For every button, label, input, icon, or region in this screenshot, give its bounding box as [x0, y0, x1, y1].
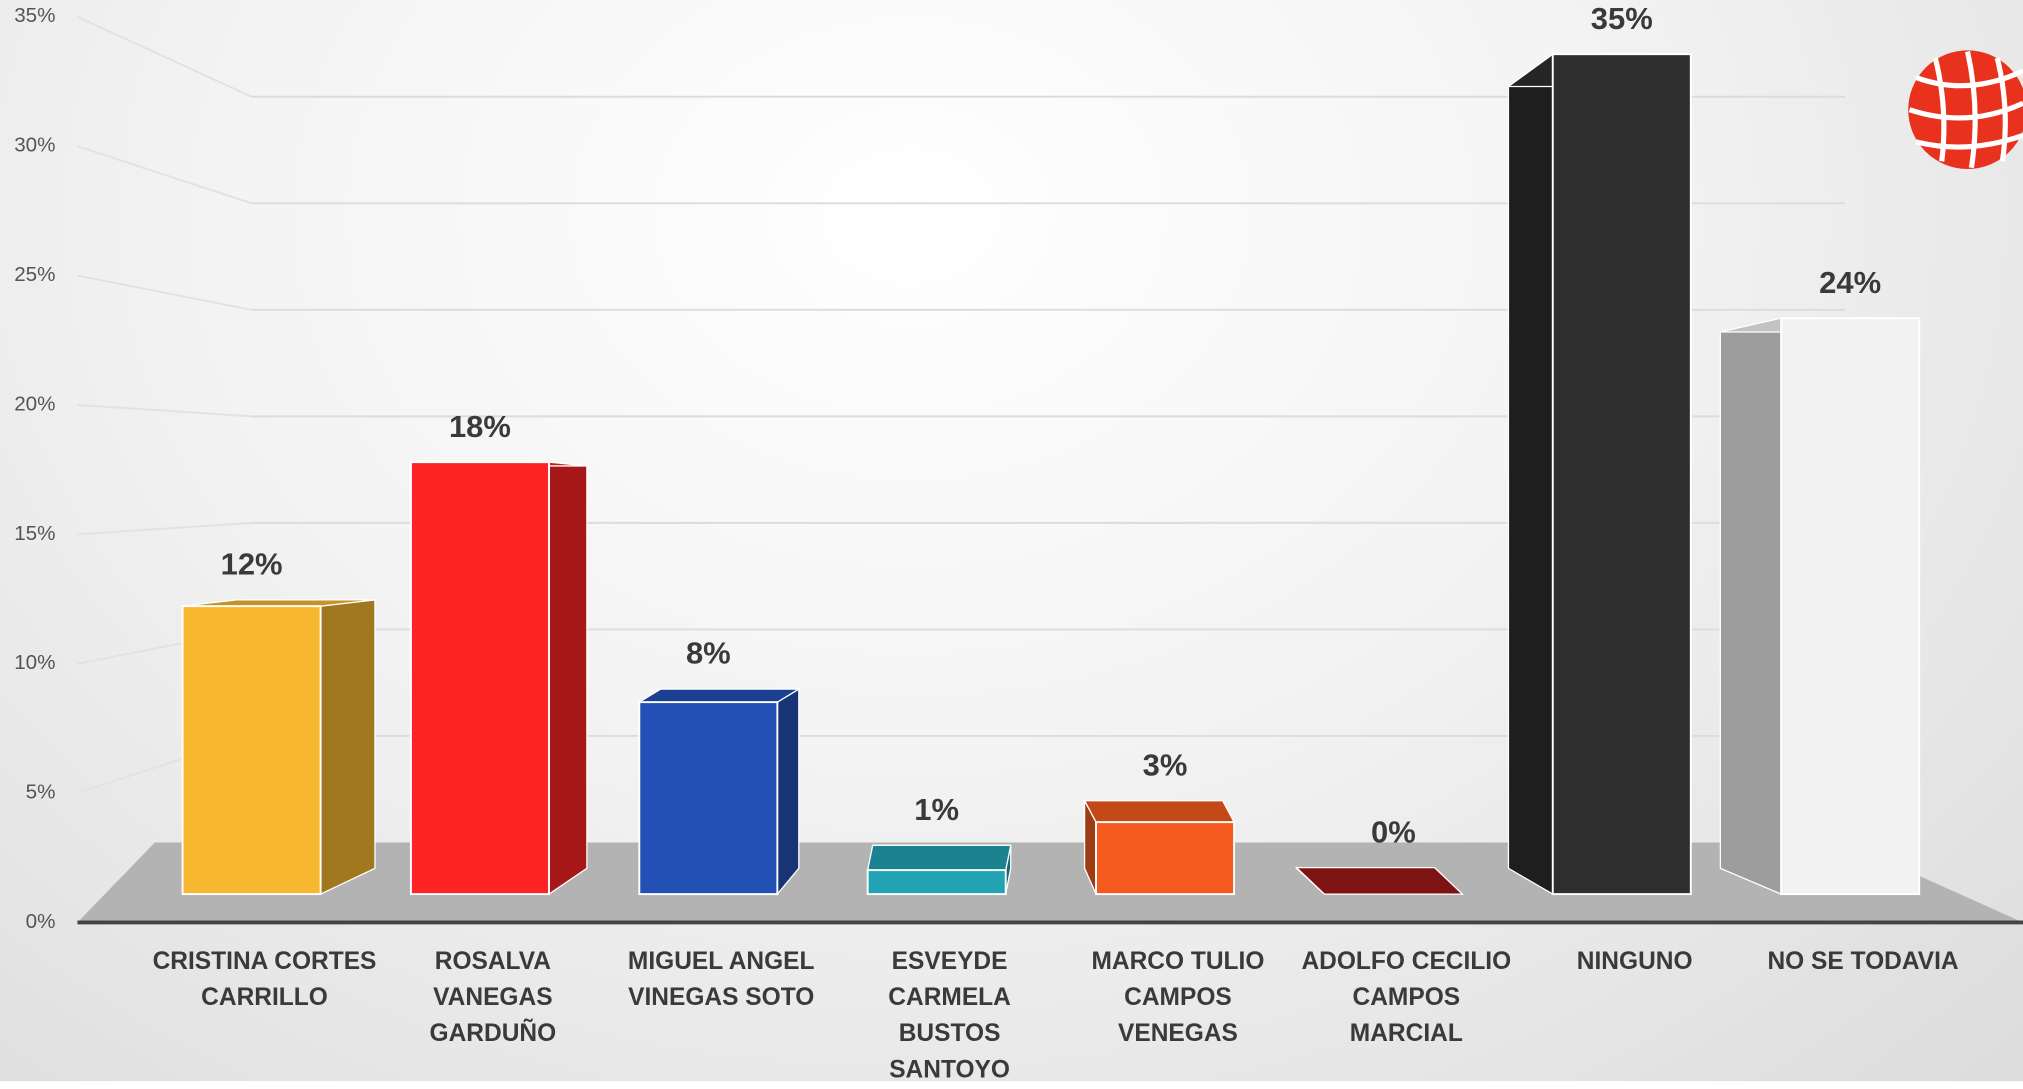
x-tick-label: CRISTINA CORTES CARRILLO	[152, 948, 377, 1012]
bar-side	[319, 599, 376, 896]
value-label: 3%	[1143, 747, 1188, 782]
grid-line	[77, 145, 252, 205]
value-label: 35%	[1591, 1, 1653, 36]
x-tick-label: MIGUEL ANGEL VINEGAS SOTO	[627, 948, 815, 1012]
value-label: 0%	[1371, 814, 1416, 849]
grid-line	[77, 15, 252, 98]
value-label: 8%	[686, 636, 731, 671]
bar	[1780, 317, 1921, 896]
value-label: 12%	[221, 546, 283, 581]
bar	[866, 869, 1007, 896]
x-tick-label: ROSALVA VANEGAS GARDUÑO	[429, 948, 557, 1048]
x-tick-label: MARCO TULIO CAMPOS VENEGAS	[1091, 948, 1265, 1048]
value-label: 1%	[914, 792, 959, 827]
x-tick-label: NO SE TODAVIA	[1767, 948, 1959, 976]
bar-side	[776, 687, 800, 896]
bar-side	[1507, 52, 1554, 896]
grid-line	[77, 521, 252, 536]
bar	[1551, 53, 1692, 896]
x-tick-label: ESVEYDE CARMELA BUSTOS SANTOYO	[888, 948, 1011, 1084]
x-tick-label: NINGUNO	[1576, 948, 1693, 976]
bar	[181, 605, 322, 896]
y-tick-label: 20%	[14, 392, 55, 415]
bar-top	[1083, 800, 1236, 823]
bar	[409, 461, 550, 896]
logo	[1908, 50, 2023, 169]
x-tick-label: ADOLFO CECILIO CAMPOS MARCIAL	[1301, 948, 1512, 1048]
bar-side	[548, 461, 588, 896]
y-tick-label: 25%	[14, 263, 55, 286]
value-label: 24%	[1819, 265, 1881, 300]
y-tick-label: 5%	[26, 781, 56, 804]
y-tick-label: 35%	[14, 4, 55, 27]
y-tick-label: 30%	[14, 134, 55, 157]
y-tick-label: 15%	[14, 522, 55, 545]
y-tick-label: 0%	[26, 910, 56, 933]
bar	[638, 701, 779, 896]
grid-line	[77, 274, 252, 311]
bar-top	[866, 844, 1012, 871]
bar	[1095, 821, 1236, 896]
bar-top	[1294, 867, 1465, 895]
grid-line	[77, 403, 252, 418]
y-tick-label: 10%	[14, 651, 55, 674]
bar-top	[636, 688, 802, 703]
value-label: 18%	[449, 409, 511, 444]
bar-side	[1719, 317, 1782, 896]
